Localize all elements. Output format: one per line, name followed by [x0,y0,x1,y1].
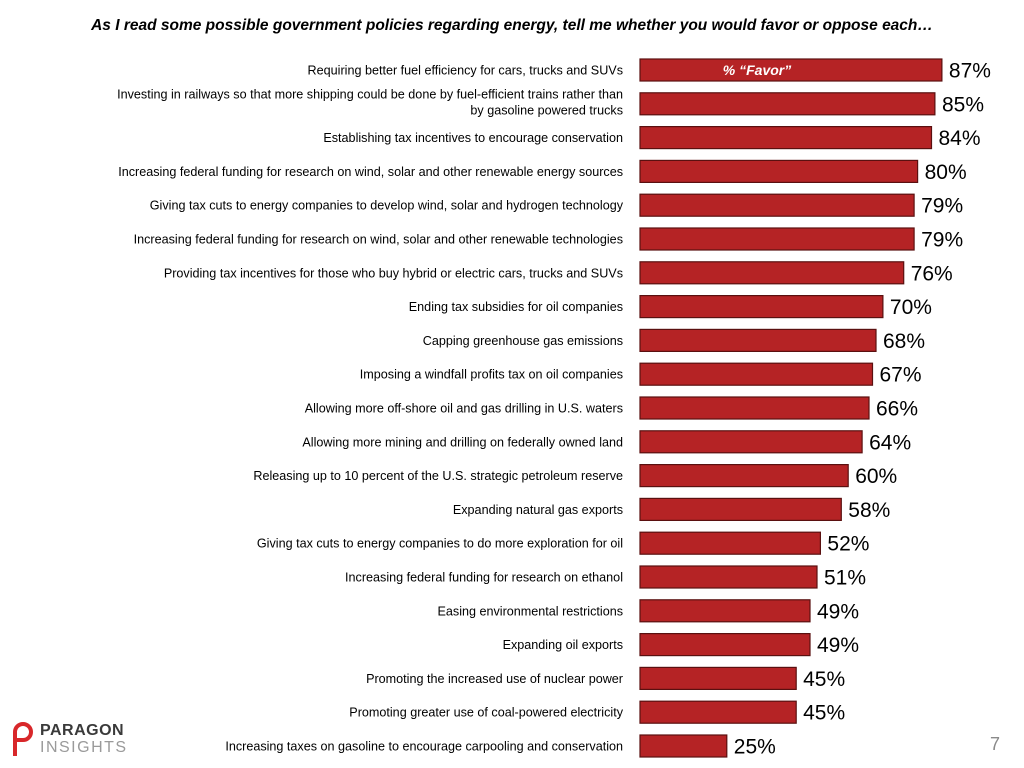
legend-label: % “Favor” [723,62,791,78]
bar [639,58,943,82]
category-label: Increasing federal funding for research … [134,233,623,247]
bar [639,497,842,521]
bar [639,362,874,386]
category-label: Easing environmental restrictions [438,604,624,618]
value-label: 52% [827,533,869,556]
value-label: 79% [921,229,963,252]
category-label: Ending tax subsidies for oil companies [409,300,623,314]
category-label: Imposing a windfall profits tax on oil c… [360,368,623,382]
bar [639,159,919,183]
category-label: Promoting the increased use of nuclear p… [366,672,623,686]
bar [639,328,877,352]
value-label: 64% [869,431,911,454]
category-label: Giving tax cuts to energy companies to d… [150,199,624,213]
value-label: 60% [855,465,897,488]
bar [639,193,915,217]
bar [639,531,821,555]
page-number: 7 [989,734,1000,754]
bar [639,430,863,454]
value-label: 66% [876,398,918,421]
value-label: 67% [880,364,922,387]
value-label: 45% [803,702,845,725]
value-label: 85% [942,93,984,116]
value-label: 84% [939,127,981,150]
value-label: 68% [883,330,925,353]
category-label: Releasing up to 10 percent of the U.S. s… [253,469,623,483]
value-label: 49% [817,634,859,657]
category-label: Promoting greater use of coal-powered el… [349,706,623,720]
bar [639,632,811,657]
category-label: Expanding oil exports [503,638,623,652]
logo-text-paragon: PARAGON [40,721,125,739]
company-logo: PARAGON INSIGHTS [12,722,128,756]
value-label: 58% [848,499,890,522]
value-label: 49% [817,600,859,623]
bar [639,565,818,589]
bar [639,734,728,758]
value-label: 76% [911,262,953,285]
category-label: Requiring better fuel efficiency for car… [308,64,623,78]
bar [639,599,811,623]
bar [639,92,936,116]
category-label: Increasing taxes on gasoline to encourag… [225,740,623,754]
value-label: 45% [803,668,845,691]
paragon-logo-icon [13,722,33,756]
category-label: Establishing tax incentives to encourage… [323,131,623,145]
category-label: Increasing federal funding for research … [345,571,623,585]
category-label: Investing in railways so that more shipp… [117,87,623,101]
bar [639,295,884,319]
category-label: Giving tax cuts to energy companies to d… [257,537,623,551]
bar [639,125,933,150]
bar [639,666,797,691]
category-label: Providing tax incentives for those who b… [164,266,623,280]
value-label: 25% [734,736,776,759]
bar [639,700,797,724]
category-label: Allowing more mining and drilling on fed… [302,435,623,449]
logo-text-insights: INSIGHTS [40,738,128,756]
category-label: Allowing more off-shore oil and gas dril… [305,402,623,416]
chart-title: As I read some possible government polic… [91,17,933,34]
value-label: 80% [925,161,967,184]
bar [639,464,849,488]
bar [639,396,870,420]
category-label: by gasoline powered trucks [470,103,623,117]
category-label: Increasing federal funding for research … [118,165,623,179]
bar [639,261,905,285]
value-label: 70% [890,296,932,319]
category-label: Capping greenhouse gas emissions [423,334,623,348]
value-label: 87% [949,60,991,83]
category-label: Expanding natural gas exports [453,503,623,517]
value-label: 51% [824,567,866,590]
bar [639,227,915,251]
value-label: 79% [921,195,963,218]
